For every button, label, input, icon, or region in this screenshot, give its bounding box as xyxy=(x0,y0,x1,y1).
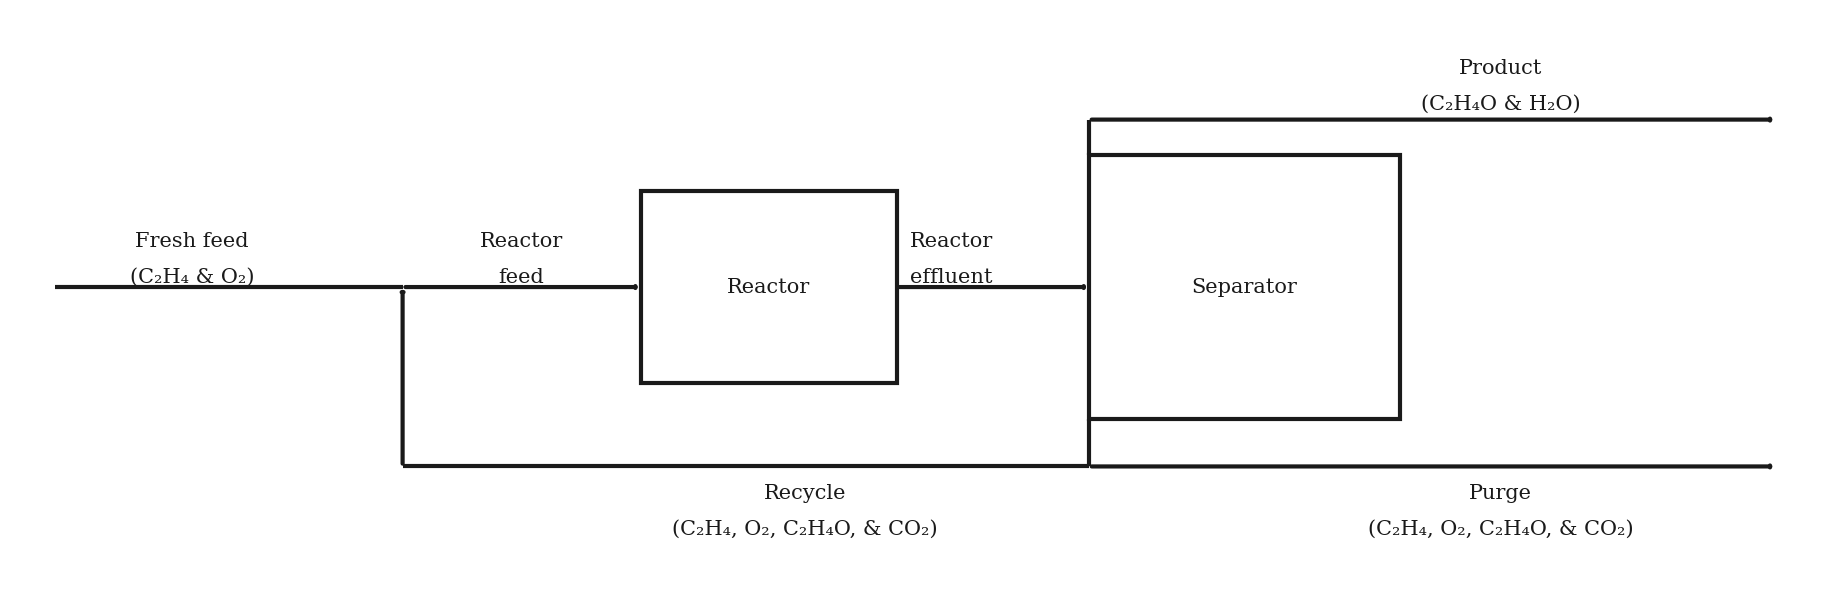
Text: (C₂H₄O & H₂O): (C₂H₄O & H₂O) xyxy=(1420,94,1581,114)
Text: (C₂H₄, O₂, C₂H₄O, & CO₂): (C₂H₄, O₂, C₂H₄O, & CO₂) xyxy=(1367,520,1634,539)
Text: feed: feed xyxy=(498,268,545,287)
Text: Reactor: Reactor xyxy=(479,232,564,251)
Text: Product: Product xyxy=(1459,59,1543,78)
Bar xyxy=(640,191,897,383)
Text: Reactor: Reactor xyxy=(910,232,994,251)
Bar xyxy=(1089,155,1400,419)
Text: (C₂H₄ & O₂): (C₂H₄ & O₂) xyxy=(130,268,254,287)
Text: Fresh feed: Fresh feed xyxy=(135,232,249,251)
Text: (C₂H₄, O₂, C₂H₄O, & CO₂): (C₂H₄, O₂, C₂H₄O, & CO₂) xyxy=(672,520,939,539)
Text: Reactor: Reactor xyxy=(727,277,811,297)
Text: Purge: Purge xyxy=(1469,484,1532,504)
Text: Separator: Separator xyxy=(1191,277,1297,297)
Text: effluent: effluent xyxy=(910,268,994,287)
Text: Recycle: Recycle xyxy=(763,484,847,504)
